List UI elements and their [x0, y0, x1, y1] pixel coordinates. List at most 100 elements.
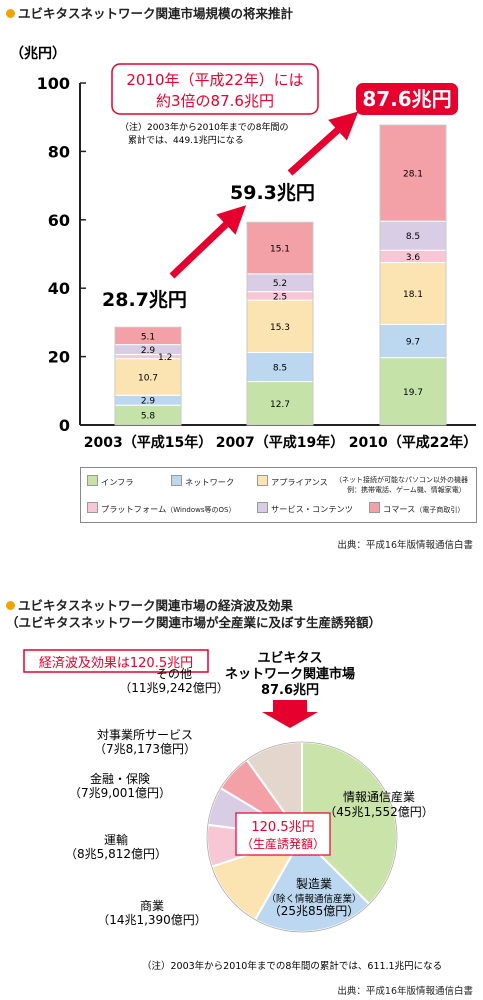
- bar-value-label: 2.9: [141, 346, 156, 356]
- bar-value-label: 3.6: [406, 253, 421, 263]
- legend-swatch: [369, 502, 380, 513]
- x-tick-label: 2010（平成22年）: [349, 434, 477, 451]
- pie-slice-name: 対事業所サービス: [97, 728, 193, 742]
- bar-value-label: 2.9: [141, 397, 156, 407]
- bar-segment: [246, 351, 314, 383]
- pie-slice-value: （14兆1,390億円）: [97, 913, 207, 927]
- note-line1: （注）2003年から2010年までの8年間の: [120, 121, 289, 133]
- bar-value-label: 5.1: [141, 332, 155, 342]
- bar-segment: [379, 357, 447, 426]
- pie-slice-name: 情報通信産業: [343, 789, 415, 804]
- pie-note: （注）2003年から2010年までの8年間の累計では、611.1兆円になる: [142, 960, 442, 972]
- callout-line2: 約3倍の87.6兆円: [156, 92, 274, 110]
- chart2-title: ユビキタスネットワーク関連市場の経済波及効果: [6, 598, 293, 614]
- pie-chart-section: 経済波及効果は120.5兆円 ユビキタス ネットワーク関連市場 87.6兆円 情…: [23, 649, 442, 972]
- bar-value-label: 5.8: [141, 412, 156, 422]
- pie-slice-value: （7兆9,001億円）: [69, 786, 171, 800]
- center-label-line1: 120.5兆円: [251, 820, 314, 835]
- legend-swatch: [257, 502, 268, 513]
- y-tick-label: 0: [59, 416, 70, 435]
- legend-swatch: [171, 475, 182, 486]
- pie-slice-name: 運輸: [104, 832, 128, 847]
- legend-item-appliance: アプライアンス: [257, 475, 328, 488]
- pie-slice-name: 製造業: [296, 877, 332, 891]
- bars: 5.82.910.71.22.95.112.78.515.32.55.215.1…: [114, 124, 447, 426]
- legend-item-commerce: コマース（電子商取引）: [369, 502, 464, 515]
- y-tick-label: 40: [48, 279, 70, 298]
- chart2-subtitle: （ユビキタスネットワーク関連市場が全産業に及ぼす生産誘発額）: [6, 615, 382, 630]
- x-axis: 2003（平成15年） 2007（平成19年） 2010（平成22年）: [84, 434, 477, 451]
- total-label-2007: 59.3兆円: [230, 182, 315, 204]
- pie-slice-value: （25兆85億円）: [269, 904, 360, 918]
- bar-segment: [379, 124, 447, 222]
- market-line2: ネットワーク関連市場: [225, 666, 355, 682]
- chart2-source: 出典：平成16年版情報通信白書: [337, 986, 473, 997]
- bar-segment: [379, 220, 447, 251]
- callout-box: [111, 63, 319, 115]
- bar-value-label: 18.1: [403, 290, 423, 300]
- center-label-box: [235, 812, 331, 856]
- callout-line1: 2010年（平成22年）には: [126, 71, 303, 89]
- pie-slice-name: その他: [156, 667, 192, 681]
- chart1-source: 出典：平成16年版情報通信白書: [337, 540, 473, 551]
- pie-slice-value: （45兆1,552億円）: [324, 805, 434, 819]
- bar-value-label: 2.5: [273, 292, 287, 302]
- y-tick-label: 60: [48, 211, 70, 230]
- badge-text: 経済波及効果は120.5兆円: [39, 655, 193, 671]
- growth-arrow-1: [169, 205, 247, 279]
- pie-slice-value: （8兆5,812億円）: [65, 847, 167, 861]
- bar-value-label: 1.2: [158, 353, 172, 363]
- bar-value-label: 8.5: [406, 232, 420, 242]
- legend-item-infra: インフラ: [87, 475, 134, 488]
- total-label-2010-box: [356, 83, 458, 115]
- legend-note-appliance: （ネット接続が可能なパソコン以外の機器: [335, 476, 468, 484]
- bar-value-label: 19.7: [403, 388, 423, 398]
- y-tick-label: 100: [37, 74, 70, 93]
- pie-slice-name: 商業: [140, 898, 164, 913]
- legend-item-network: ネットワーク: [171, 475, 234, 488]
- note-line2: 累計では、449.1兆円になる: [128, 134, 244, 146]
- pie-slice-name: 金融・保険: [90, 771, 150, 786]
- market-line3: 87.6兆円: [261, 682, 319, 698]
- y-tick-label: 20: [48, 348, 70, 367]
- y-axis-label: （兆円）: [10, 46, 66, 62]
- bar-value-label: 28.1: [403, 170, 423, 180]
- total-label-2003: 28.7兆円: [102, 289, 187, 311]
- x-tick-label: 2003（平成15年）: [84, 434, 212, 451]
- x-tick-label: 2007（平成19年）: [216, 434, 344, 451]
- market-line1: ユビキタス: [257, 650, 322, 666]
- bar-value-label: 15.1: [270, 245, 290, 255]
- pie-labels: 情報通信産業（45兆1,552億円） 製造業 （除く情報通信産業）（25兆85億円）…: [65, 667, 434, 927]
- legend-swatch: [87, 502, 98, 513]
- chart-legend: インフラ ネットワーク アプライアンス （ネット接続が可能なパソコン以外の機器 …: [80, 467, 477, 523]
- legend-swatch: [87, 475, 98, 486]
- bar-value-label: 9.7: [406, 338, 420, 348]
- legend-item-platform: プラットフォーム（Windows等のOS）: [87, 502, 235, 515]
- legend-note-appliance-example: 例：携帯電話、ゲーム機、情報家電）: [347, 486, 466, 494]
- pie-slice-value: （7兆8,173億円）: [94, 742, 196, 756]
- bar-value-label: 15.3: [270, 323, 290, 333]
- growth-arrow-2: [287, 111, 359, 176]
- pie-slice-sublabel: （除く情報通信産業）: [266, 893, 361, 905]
- pie-outline: [206, 741, 398, 933]
- total-label-2010: 87.6兆円: [362, 87, 451, 111]
- bar-outline: [379, 124, 447, 426]
- bar-value-label: 5.2: [273, 279, 287, 289]
- bar-segment: [114, 358, 182, 396]
- badge-box: [23, 649, 209, 673]
- bar-value-label: 12.7: [270, 400, 290, 410]
- bar-outline: [114, 326, 182, 426]
- pie-slice-value: （11兆9,242億円）: [119, 681, 229, 695]
- bar-value-label: 8.5: [273, 364, 287, 374]
- bar-value-label: 10.7: [138, 373, 158, 383]
- y-tick-label: 80: [48, 142, 70, 161]
- bullet-icon: [6, 601, 15, 610]
- bar-outline: [246, 221, 314, 426]
- legend-item-service: サービス・コンテンツ: [257, 502, 353, 515]
- chart1-title: ユビキタスネットワーク関連市場規模の将来推計: [6, 6, 293, 22]
- legend-swatch: [257, 475, 268, 486]
- center-label-line2: （生産誘発額）: [241, 836, 325, 851]
- bullet-icon: [6, 9, 15, 18]
- bar-segment: [379, 323, 447, 359]
